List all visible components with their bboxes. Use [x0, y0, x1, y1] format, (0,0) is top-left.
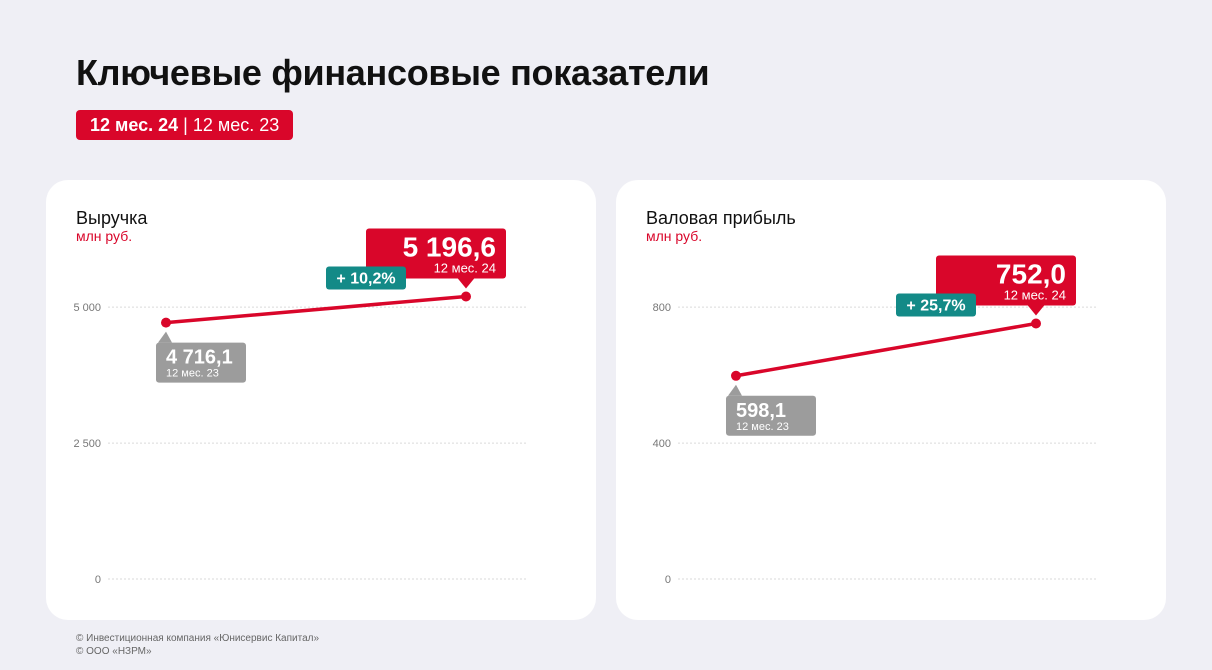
y-tick-label: 400 — [653, 438, 671, 450]
current-value-label: 752,0 — [996, 258, 1066, 289]
change-label: + 25,7% — [906, 297, 965, 314]
change-badge — [326, 266, 406, 290]
data-point — [731, 370, 741, 381]
previous-callout-pointer — [158, 331, 172, 343]
change-badge — [896, 293, 976, 317]
period-separator: | — [183, 114, 188, 135]
chart-title: Валовая прибыль — [646, 208, 796, 228]
current-value-label: 5 196,6 — [403, 231, 496, 262]
y-tick-label: 0 — [95, 574, 101, 586]
previous-value-label: 4 716,1 — [166, 347, 233, 369]
page-title: Ключевые финансовые показатели — [76, 52, 710, 93]
previous-value-box — [156, 342, 246, 383]
gross-profit-chart-card: Валовая прибыль млн руб. 0 400 800 598,1 12 … — [616, 180, 1166, 620]
data-point — [461, 291, 471, 302]
data-point — [161, 317, 171, 328]
previous-period-label: 12 мес. 23 — [166, 368, 219, 380]
gross-profit-chart: 0 400 800 598,112 мес. 23 752,012 мес. 24 + 2… — [653, 255, 1098, 586]
period-current: 12 мес. 24 — [90, 114, 179, 135]
revenue-chart: 0 2 500 5 000 4 716,112 мес. 23 5 196,612 ме… — [73, 228, 528, 586]
current-period-label: 12 мес. 24 — [1004, 287, 1066, 302]
period-previous: 12 мес. 23 — [192, 114, 280, 135]
previous-period-label: 12 мес. 23 — [736, 421, 789, 433]
chart-unit: млн руб. — [76, 228, 133, 244]
series-line — [734, 321, 1038, 378]
footer-copyright-2: © ООО «НЗРМ» — [76, 646, 152, 657]
chart-title: Выручка — [76, 208, 148, 228]
previous-value-label: 598,1 — [736, 400, 786, 422]
series-line — [164, 294, 468, 325]
change-label: + 10,2% — [336, 270, 395, 287]
current-value-box — [366, 228, 506, 279]
data-point — [1031, 318, 1041, 329]
current-value-box — [936, 255, 1076, 306]
current-callout-pointer — [1027, 304, 1045, 316]
y-tick-label: 0 — [665, 574, 671, 586]
current-callout-pointer — [457, 277, 475, 289]
footer-copyright-1: © Инвестиционная компания «Юнисервис Кап… — [76, 633, 320, 644]
y-tick-label: 800 — [653, 302, 671, 314]
current-period-label: 12 мес. 24 — [434, 260, 496, 275]
y-tick-label: 5 000 — [73, 302, 101, 314]
footer: © Инвестиционная компания «Юнисервис Кап… — [76, 632, 319, 658]
chart-unit: млн руб. — [646, 228, 703, 244]
period-badge: 12 мес. 24 | 12 мес. 23 — [76, 110, 294, 140]
previous-value-box — [726, 395, 816, 436]
previous-callout-pointer — [728, 384, 742, 396]
y-tick-label: 2 500 — [73, 438, 101, 450]
